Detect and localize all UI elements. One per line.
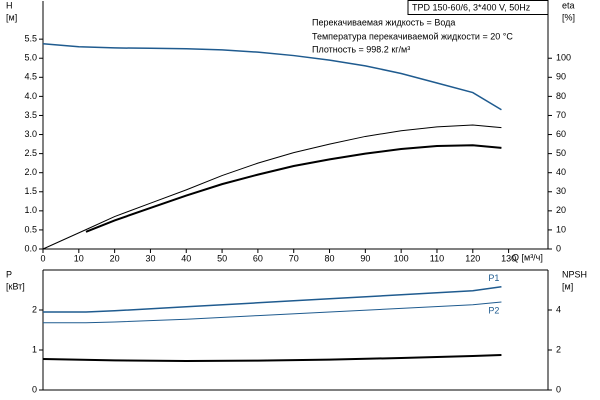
y2-tick-label: 90 <box>556 72 566 82</box>
curve-label: P1 <box>488 273 499 283</box>
y-tick-label: 2.5 <box>24 148 37 158</box>
x-tick-label: 130 <box>501 253 516 263</box>
y2-axis-label: [%] <box>562 12 575 22</box>
y-tick-label: 3.0 <box>24 129 37 139</box>
y-tick-label: 3.5 <box>24 110 37 120</box>
y-tick-label: 0.5 <box>24 224 37 234</box>
curve-label: P2 <box>488 305 499 315</box>
x-tick-label: 20 <box>110 253 120 263</box>
y2-tick-label: 70 <box>556 110 566 120</box>
y2-tick-label: 40 <box>556 167 566 177</box>
y2-tick-label: 0 <box>556 243 561 253</box>
curve <box>42 42 502 111</box>
annotation: Плотность = 998.2 кг/м³ <box>312 44 410 54</box>
x-tick-label: 90 <box>360 253 370 263</box>
annotation: Температура перекачиваемой жидкости = 20… <box>312 31 513 41</box>
x-tick-label: 0 <box>40 253 45 263</box>
y-axis-label: [м] <box>6 12 17 22</box>
curve <box>42 354 502 363</box>
curve <box>85 144 502 233</box>
x-tick-label: 40 <box>181 253 191 263</box>
y2-tick-label: 20 <box>556 205 566 215</box>
x-axis-label: Q [м³/ч] <box>512 252 543 262</box>
x-tick-label: 80 <box>325 253 335 263</box>
x-tick-label: 10 <box>74 253 84 263</box>
curve <box>42 124 502 250</box>
y-tick-label: 4.5 <box>24 72 37 82</box>
x-tick-label: 60 <box>253 253 263 263</box>
x-tick-label: 30 <box>145 253 155 263</box>
y2-axis-label: [м] <box>562 281 573 291</box>
y2-tick-label: 2 <box>556 344 561 354</box>
y-tick-label: 1 <box>32 344 37 354</box>
y2-axis-label: eta <box>562 0 575 10</box>
y-tick-label: 1.0 <box>24 205 37 215</box>
x-tick-label: 120 <box>465 253 480 263</box>
y2-tick-label: 50 <box>556 148 566 158</box>
y-tick-label: 4.0 <box>24 91 37 101</box>
y-tick-label: 0.0 <box>24 243 37 253</box>
y-tick-label: 2 <box>32 304 37 314</box>
curve <box>43 286 502 313</box>
y2-axis-label: NPSH <box>562 269 587 279</box>
y-tick-label: 0 <box>32 384 37 394</box>
y2-tick-label: 30 <box>556 186 566 196</box>
chart-title: TPD 150-60/6, 3*400 V, 50Hz <box>412 2 531 12</box>
y2-tick-label: 100 <box>556 53 571 63</box>
y2-tick-label: 10 <box>556 224 566 234</box>
y-axis-label: P <box>6 269 12 279</box>
y-tick-label: 5.5 <box>24 34 37 44</box>
x-tick-label: 50 <box>217 253 227 263</box>
y2-tick-label: 80 <box>556 91 566 101</box>
y2-tick-label: 0 <box>556 384 561 394</box>
annotation: Перекачиваемая жидкость = Вода <box>312 17 455 27</box>
y-tick-label: 1.5 <box>24 186 37 196</box>
y2-tick-label: 60 <box>556 129 566 139</box>
curve <box>43 301 502 324</box>
x-tick-label: 110 <box>430 253 444 263</box>
x-tick-label: 70 <box>289 253 299 263</box>
y2-tick-label: 4 <box>556 304 561 314</box>
y-axis-label: H <box>6 0 13 10</box>
y-axis-label: [кВт] <box>6 281 25 291</box>
y-tick-label: 5.0 <box>24 53 37 63</box>
x-tick-label: 100 <box>394 253 409 263</box>
y-tick-label: 2.0 <box>24 167 37 177</box>
